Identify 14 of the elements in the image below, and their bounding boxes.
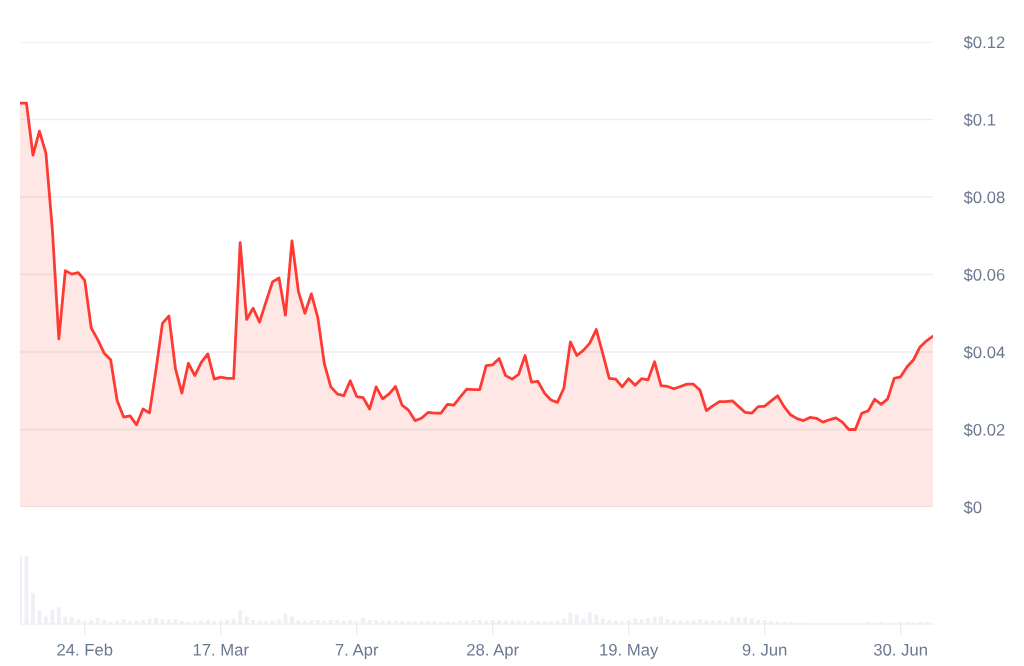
y-tick-label: $0.12 bbox=[963, 35, 1005, 50]
x-tick-label: 17. Mar bbox=[193, 644, 249, 656]
x-tick-label: 24. Feb bbox=[57, 643, 113, 656]
x-tick-label: 7. Apr bbox=[335, 644, 379, 659]
y-tick-label: $0.04 bbox=[963, 345, 1005, 360]
x-tick-label: 30. Jun bbox=[873, 643, 927, 656]
y-tick-label: $0.1 bbox=[963, 113, 996, 127]
y-tick-label: $0 bbox=[963, 500, 982, 515]
x-tick-label: 9. Jun bbox=[742, 643, 787, 656]
y-tick-label: $0.08 bbox=[963, 190, 1005, 205]
x-tick-label: 19. May bbox=[600, 643, 659, 659]
y-tick-label: $0.06 bbox=[963, 268, 1005, 282]
y-tick-label: $0.02 bbox=[963, 423, 1005, 437]
x-tick-label: 28. Apr bbox=[467, 643, 519, 659]
